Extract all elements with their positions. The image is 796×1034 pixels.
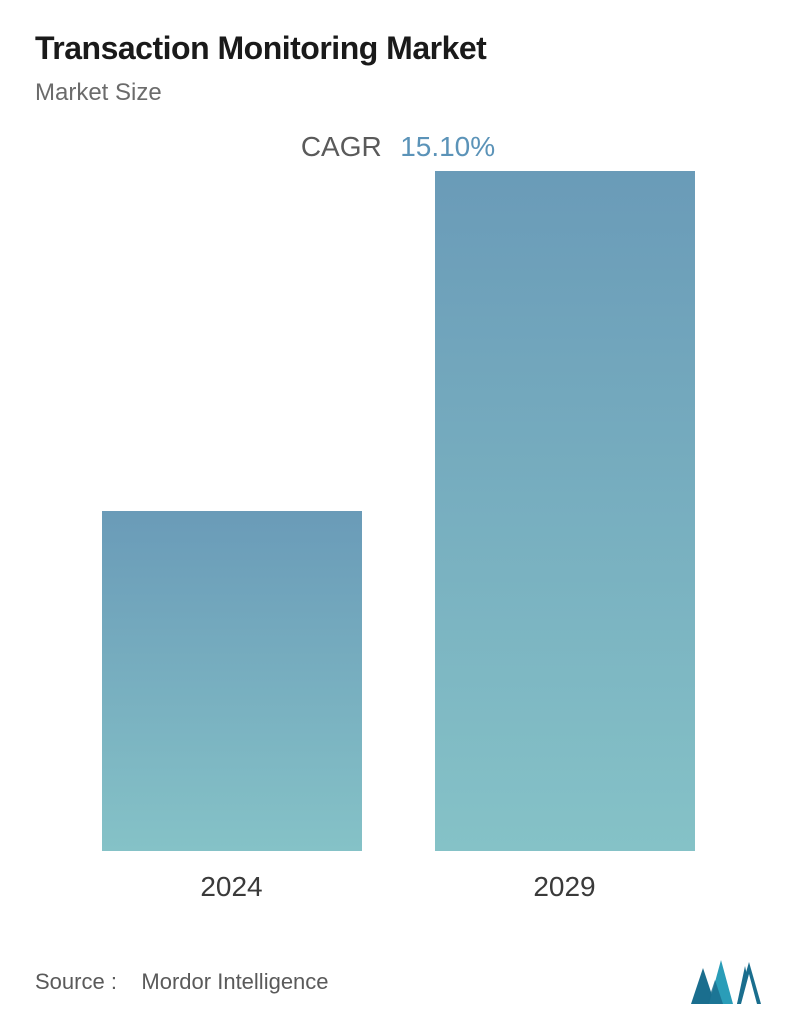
bar-0 bbox=[102, 511, 362, 851]
chart-area: 2024 2029 bbox=[35, 183, 761, 903]
source-name: Mordor Intelligence bbox=[141, 969, 328, 994]
chart-title: Transaction Monitoring Market bbox=[35, 30, 761, 67]
bar-group-1: 2029 bbox=[425, 171, 705, 903]
bar-1 bbox=[435, 171, 695, 851]
cagr-value: 15.10% bbox=[400, 131, 495, 163]
bar-label-0: 2024 bbox=[200, 871, 262, 903]
cagr-row: CAGR 15.10% bbox=[35, 131, 761, 163]
logo-icon bbox=[691, 960, 761, 1004]
source-label: Source : bbox=[35, 969, 117, 994]
brand-logo bbox=[691, 960, 761, 1004]
bar-label-1: 2029 bbox=[533, 871, 595, 903]
bar-group-0: 2024 bbox=[92, 511, 372, 903]
chart-subtitle: Market Size bbox=[35, 79, 761, 107]
footer: Source : Mordor Intelligence bbox=[35, 960, 761, 1004]
source-text: Source : Mordor Intelligence bbox=[35, 969, 329, 995]
cagr-label: CAGR bbox=[301, 131, 382, 163]
